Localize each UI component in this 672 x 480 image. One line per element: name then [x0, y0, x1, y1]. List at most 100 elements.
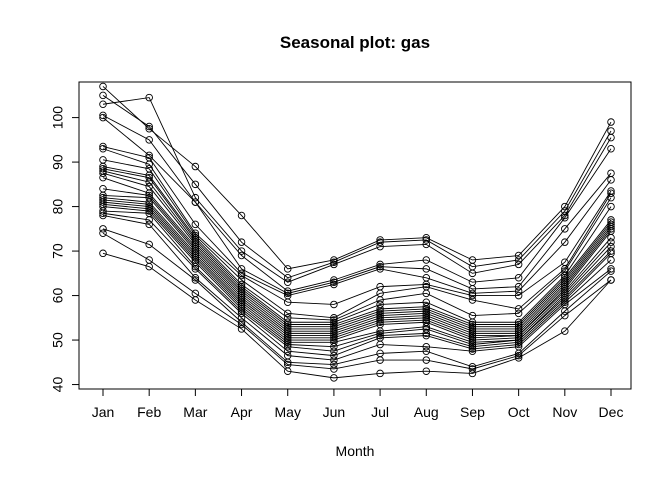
data-point — [191, 253, 200, 262]
data-point — [607, 118, 615, 126]
x-tick-label: Feb — [137, 404, 161, 420]
data-point — [237, 211, 246, 220]
series-line — [102, 201, 612, 341]
series-line — [102, 86, 612, 270]
x-tick-label: Jun — [323, 404, 346, 420]
data-point — [561, 202, 569, 211]
data-point — [330, 356, 338, 364]
data-point — [237, 320, 246, 329]
data-point — [607, 225, 615, 233]
data-point — [283, 274, 292, 282]
data-point — [330, 360, 338, 369]
data-point — [145, 262, 153, 271]
data-point — [99, 207, 107, 215]
data-point — [237, 309, 246, 318]
data-point — [330, 365, 338, 373]
data-point — [330, 300, 338, 309]
data-point — [191, 262, 200, 271]
data-point — [191, 265, 200, 273]
series-2 — [99, 91, 615, 282]
data-point — [237, 305, 246, 313]
series-line — [102, 114, 612, 292]
data-point — [330, 278, 338, 286]
series-9 — [99, 162, 615, 324]
data-point — [561, 238, 569, 246]
data-point — [330, 260, 338, 269]
data-point — [468, 291, 477, 300]
data-point — [422, 289, 431, 298]
series-line — [102, 188, 612, 332]
series-line — [102, 177, 612, 330]
data-point — [607, 247, 615, 255]
data-point — [514, 256, 523, 264]
x-tick-label: May — [275, 404, 301, 420]
data-point — [191, 198, 200, 206]
data-point — [607, 189, 615, 197]
series-19 — [99, 200, 615, 347]
series-layer — [99, 82, 615, 382]
x-tick-label: Mar — [183, 404, 207, 420]
data-point — [99, 225, 107, 233]
series-line — [102, 215, 612, 361]
data-point — [422, 347, 431, 355]
data-point — [283, 358, 292, 367]
data-point — [145, 240, 153, 249]
data-point — [422, 240, 431, 249]
data-point — [376, 242, 384, 251]
data-point — [607, 256, 615, 264]
series-13 — [99, 173, 615, 333]
series-line — [102, 232, 612, 370]
data-point — [283, 347, 292, 355]
data-point — [330, 280, 338, 289]
y-tick-label: 80 — [50, 199, 66, 215]
data-point — [145, 207, 153, 215]
data-point — [99, 82, 107, 91]
series-24 — [99, 225, 615, 371]
data-point — [376, 238, 384, 246]
series-8 — [99, 156, 615, 322]
series-6 — [99, 142, 615, 300]
data-point — [283, 367, 292, 375]
data-point — [145, 160, 153, 169]
data-point — [376, 369, 384, 378]
data-point — [99, 209, 107, 217]
data-point — [607, 238, 615, 246]
data-point — [514, 287, 523, 295]
y-tick-label: 60 — [50, 288, 66, 304]
data-point — [468, 296, 477, 304]
series-line — [102, 228, 612, 368]
data-point — [376, 340, 384, 349]
series-22 — [99, 209, 615, 360]
series-1 — [99, 82, 615, 273]
data-point — [376, 296, 384, 304]
series-line — [102, 146, 612, 297]
x-tick-label: Nov — [552, 404, 577, 420]
data-point — [422, 265, 431, 273]
data-point — [237, 251, 246, 260]
data-point — [191, 180, 200, 189]
data-point — [283, 298, 292, 306]
x-tick-label: Apr — [231, 404, 253, 420]
data-point — [607, 144, 615, 153]
data-point — [561, 225, 569, 233]
data-point — [283, 342, 292, 351]
data-point — [145, 205, 153, 213]
data-point — [561, 327, 569, 335]
data-point — [99, 229, 107, 238]
data-point — [514, 340, 523, 349]
data-point — [468, 365, 477, 373]
series-line — [102, 117, 612, 294]
data-point — [99, 91, 107, 100]
data-point — [514, 349, 523, 358]
data-point — [561, 307, 569, 315]
data-point — [514, 354, 523, 362]
data-point — [145, 173, 153, 182]
x-tick-label: Dec — [599, 404, 624, 420]
data-point — [330, 338, 338, 347]
series-line — [102, 195, 612, 334]
data-point — [468, 369, 477, 378]
data-point — [330, 347, 338, 355]
x-axis-label: Month — [336, 443, 375, 459]
y-tick-label: 100 — [50, 106, 66, 130]
series-line — [102, 97, 612, 283]
